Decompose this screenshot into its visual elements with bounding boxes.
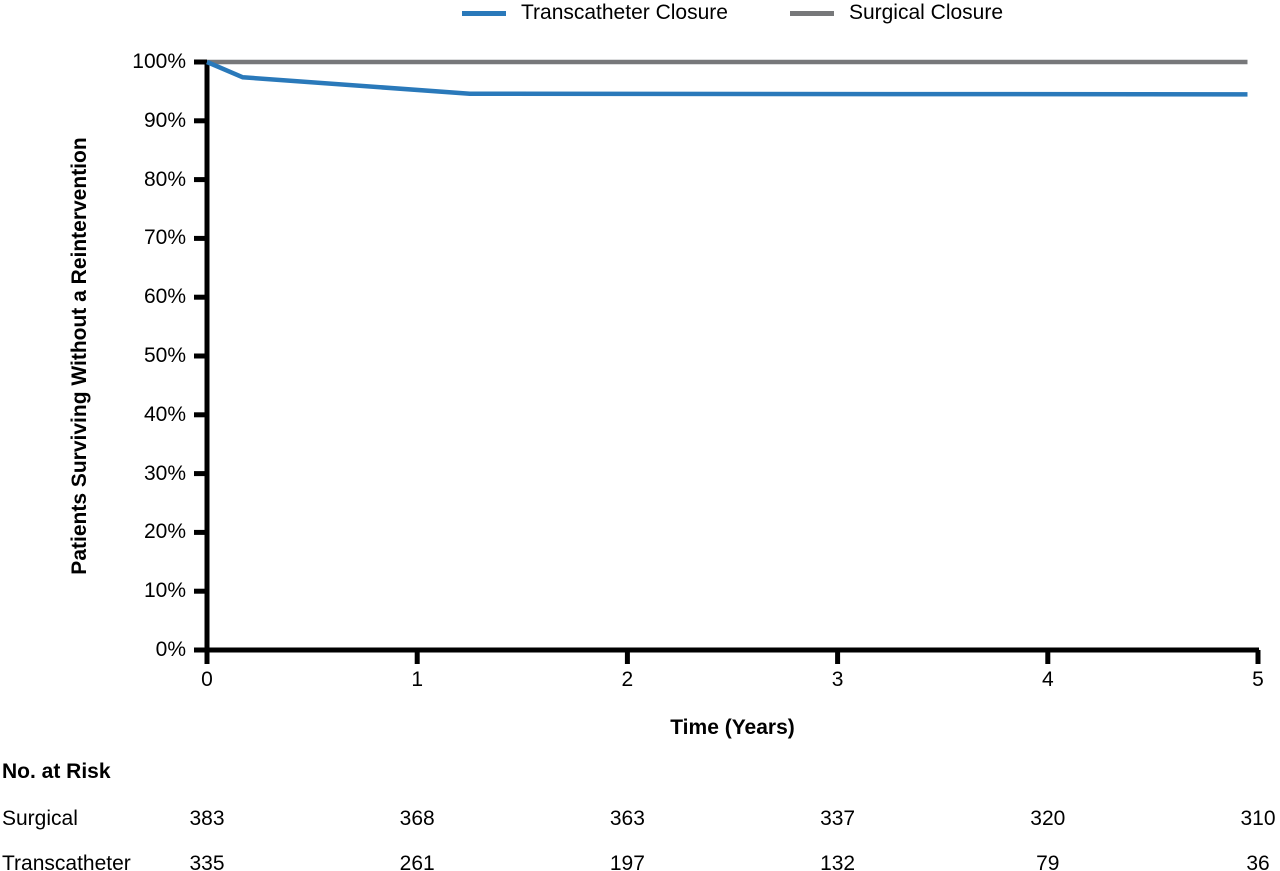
y-tick-label: 40% [143,402,186,426]
risk-value: 335 [189,852,225,871]
y-tick-label: 30% [143,461,186,485]
risk-value: 320 [1030,807,1066,830]
risk-value: 310 [1240,807,1276,830]
x-tick-label: 4 [1041,668,1054,691]
y-tick-label: 60% [143,285,186,309]
risk-table-row: Surgical 383 368 363 337 320 310 [0,806,1280,832]
x-axis-title: Time (Years) [670,716,795,739]
x-tick-label: 3 [831,668,844,691]
legend-item-surgical: Surgical Closure [789,0,1004,26]
x-tick-label: 0 [201,668,213,691]
risk-value: 36 [1246,852,1270,871]
y-tick-label: 50% [143,344,186,367]
risk-value: 363 [609,807,645,830]
risk-value: 337 [820,807,856,830]
y-tick-label: 70% [143,226,186,250]
surgical-line-swatch-icon [789,10,834,16]
legend-item-transcatheter: Transcatheter Closure [461,0,728,26]
risk-value: 132 [820,852,856,871]
risk-value: 383 [189,807,225,830]
y-tick-label: 100% [132,50,186,73]
series-line-transcatheter-closure [206,59,1248,97]
x-tick-label: 5 [1252,668,1264,691]
transcatheter-line-swatch-icon [461,10,506,16]
risk-value: 197 [609,852,645,871]
y-tick-label: 20% [143,520,186,544]
risk-row-label: Transcatheter [2,852,131,871]
legend-label-surgical: Surgical Closure [848,1,1004,24]
y-tick-label: 80% [143,167,186,191]
km-plot-canvas [194,59,1261,664]
risk-value: 79 [1036,852,1060,871]
risk-value: 368 [399,807,435,830]
y-tick-label: 10% [143,579,186,603]
x-tick-label: 2 [621,668,634,691]
chart-legend: Transcatheter Closure Surgical Closure [207,0,1258,26]
risk-table-heading: No. at Risk [2,760,111,783]
legend-label-transcatheter: Transcatheter Closure [520,1,728,24]
x-tick-label: 1 [411,668,424,691]
risk-value: 261 [399,852,435,871]
y-tick-label: 90% [143,108,186,132]
y-tick-label: 0% [155,638,186,661]
risk-table-row: Transcatheter 335 261 197 132 79 36 [0,851,1280,871]
risk-row-label: Surgical [2,807,78,830]
